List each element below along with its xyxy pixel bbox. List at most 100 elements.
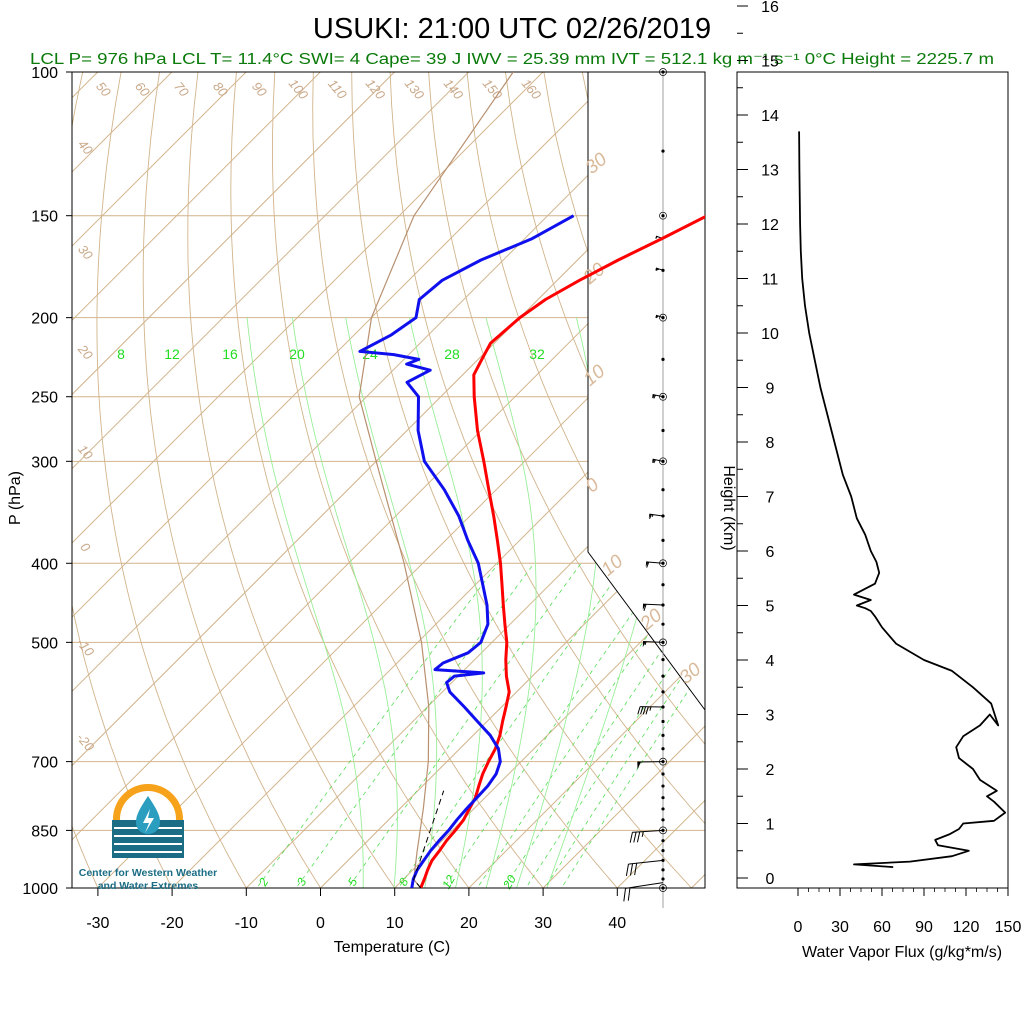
flux-y-tick-label: 9: [766, 381, 775, 398]
mixing-ratio-label: 5: [345, 875, 361, 888]
skew-t-axes: -30 -20 -10 0 10 20 30 401001502002503004005007…: [22, 65, 626, 932]
wind-level-dot: [661, 514, 665, 518]
temperature-line: [419, 215, 705, 888]
moist-adiabat-label: 20: [289, 346, 305, 362]
flux-line: [798, 131, 1007, 868]
x-tick-label: -30: [86, 915, 109, 932]
dry-adiabat-label: 80: [210, 79, 231, 100]
parcel-dashed-line: [413, 790, 445, 888]
isotherm-line: [72, 72, 692, 888]
wind-barb-feather: [652, 394, 655, 399]
wind-barbs: [623, 68, 667, 908]
wind-barb-flag: [642, 604, 646, 610]
wind-barb-shaft: [649, 513, 664, 517]
wind-barb-feather: [656, 315, 659, 319]
parcel-line: [358, 72, 514, 888]
chart-title: USUKI: 21:00 UTC 02/26/2019: [313, 13, 711, 45]
wind-level-circle: [659, 211, 667, 220]
wind-barb-half-feather: [651, 514, 654, 518]
wind-level-dot: [661, 70, 665, 74]
logo-line-2: and Water Extremes: [98, 880, 199, 892]
x-tick-label: -20: [161, 915, 184, 932]
wind-level-dot: [661, 719, 665, 724]
mixing-ratio-label: 2: [255, 875, 271, 889]
wind-barb-shaft: [646, 561, 664, 564]
isotherm-line: [468, 72, 705, 888]
wind-level-dot: [661, 428, 665, 433]
moist-adiabat-line: [291, 317, 398, 888]
wind-barb-feather: [649, 514, 652, 519]
flux-y-tick-label: 3: [766, 708, 775, 725]
wind-barb-shaft: [643, 603, 664, 606]
wind-barb-feather: [653, 459, 656, 464]
flux-y-tick-label: 7: [766, 490, 775, 507]
wind-level-circle: [659, 884, 667, 892]
flux-y-tick-label: 6: [766, 544, 775, 561]
dry-adiabat-line: [851, 72, 1024, 905]
wind-barb-half-feather: [649, 706, 652, 711]
flux-x-tick-label: 0: [794, 919, 803, 936]
isotherm-line: [394, 72, 705, 888]
x-tick-label: 40: [608, 915, 626, 932]
wind-barb-feather: [625, 863, 629, 877]
x-tick-label: 10: [386, 915, 404, 932]
dry-adiabat-line: [389, 72, 705, 888]
dry-adiabat-label: 100: [286, 76, 312, 103]
flux-y-tick-label: 4: [766, 653, 775, 670]
x-tick-label: -10: [235, 915, 258, 932]
y-tick-label: 500: [31, 635, 58, 652]
logo-water-icon: [112, 820, 184, 858]
dry-adiabat-line: [658, 72, 705, 888]
mixing-ratio-label: 20: [500, 872, 519, 892]
y-axis-label: P (hPa): [7, 471, 24, 525]
moist-adiabat-label: 12: [164, 346, 180, 362]
moist-adiabat-line: [409, 317, 483, 888]
flux-x-tick-label: 60: [873, 919, 891, 936]
dry-adiabat-label: 10: [75, 442, 96, 463]
wind-barb: [655, 314, 664, 319]
dry-adiabat-line: [72, 72, 107, 888]
isotherm-line: [72, 72, 247, 888]
wind-barb-feather: [653, 394, 656, 399]
wind-level-dot: [661, 839, 665, 843]
wind-barb: [652, 458, 664, 464]
flux-x-tick-label: 30: [831, 919, 849, 936]
flux-y-tick-label: 5: [766, 599, 775, 616]
skew-t-frame: [71, 71, 706, 889]
skew-t-profiles: [358, 72, 705, 888]
x-tick-label: 30: [534, 915, 552, 932]
wind-barb: [625, 859, 664, 877]
flux-y-tick-label: 8: [766, 435, 775, 452]
wind-barb-feather: [640, 706, 644, 715]
flux-y-tick-label: 16: [761, 0, 779, 16]
y-tick-label: 100: [31, 65, 58, 82]
dry-adiabat-label: 160: [519, 76, 545, 103]
wind-barb-feather: [655, 236, 658, 239]
wind-barb: [637, 706, 664, 715]
isotherm-line: [320, 72, 705, 888]
wind-level-dot: [661, 886, 665, 890]
moist-adiabat-line: [480, 317, 537, 888]
flux-profile: [798, 131, 1007, 868]
dry-adiabat-label: 0: [77, 540, 94, 556]
flux-y-tick-label: 11: [762, 272, 779, 289]
mixing-ratio-line: [283, 563, 535, 888]
moist-adiabat-label: 8: [117, 346, 125, 362]
mixing-ratio-label: 8: [396, 875, 412, 888]
mixing-ratio-label: 12: [439, 872, 458, 891]
dry-adiabat-line: [72, 72, 182, 888]
wind-level-dot: [661, 488, 665, 492]
wind-barb-half-feather: [641, 831, 644, 837]
wind-barb-feather: [637, 706, 641, 715]
wind-level-dot: [661, 818, 665, 822]
y-tick-label: 1000: [22, 881, 58, 898]
wind-level-dot: [661, 538, 665, 543]
mixing-ratio-label: 3: [294, 875, 310, 888]
mixing-ratio-line: [386, 563, 627, 888]
moist-adiabat-label: 16: [222, 346, 238, 362]
wind-barb-shaft: [632, 829, 664, 833]
x-axis-label: Temperature (C): [334, 939, 450, 956]
isotherm-line: [72, 72, 470, 888]
wind-barb-shaft: [625, 882, 664, 889]
